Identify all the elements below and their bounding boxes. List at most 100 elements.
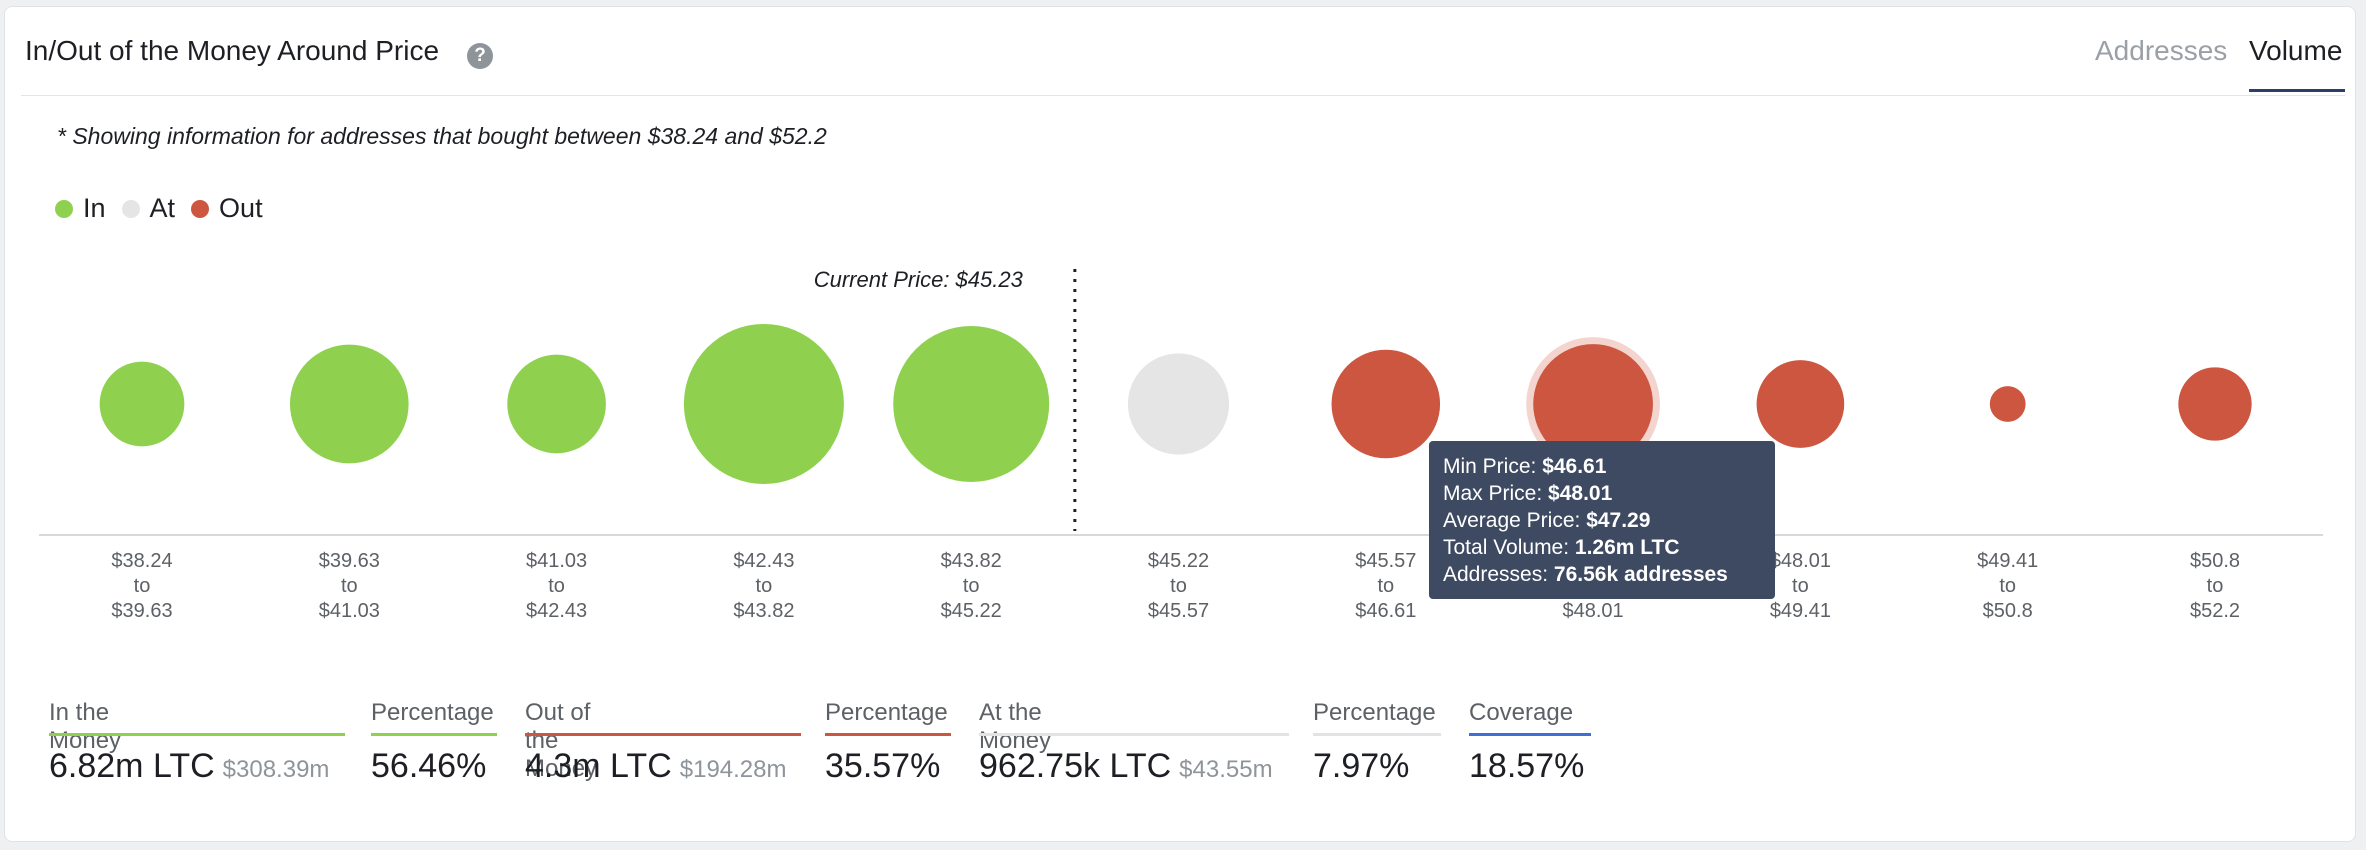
stat-out-money-bar — [525, 733, 801, 736]
tab-volume[interactable]: Volume — [2249, 35, 2343, 66]
stat-coverage-label: Coverage — [1469, 699, 1574, 726]
tick-label: $49.41 — [1977, 550, 2038, 572]
stat-at-pct-value: 7.97% — [1313, 747, 1410, 785]
stat-at-money-bar — [979, 733, 1289, 736]
bubble-in[interactable] — [683, 324, 844, 484]
tick-label-to: to — [341, 575, 358, 597]
tick-label: $49.41 — [1770, 600, 1831, 622]
stat-in-money-label: In the Money — [49, 699, 122, 754]
bubble-tooltip: Min Price: $46.61 Max Price: $48.01 Averag… — [1429, 441, 1775, 599]
tooltip-row-value: 1.26m LTC — [1574, 536, 1680, 559]
stat-out-pct-label: Percentage — [825, 699, 948, 726]
legend-dot-out — [191, 199, 210, 218]
tooltip-row-value: $46.61 — [1542, 455, 1607, 478]
bubble-out[interactable] — [2178, 367, 2252, 441]
legend-item-out[interactable]: Out — [191, 193, 263, 224]
tooltip-row-label: Average Price: — [1443, 509, 1587, 532]
question-icon[interactable]: ? — [467, 43, 493, 69]
tooltip-row-label: Max Price: — [1443, 482, 1549, 505]
tick-label: $39.63 — [111, 600, 172, 622]
tick-label: $45.57 — [1355, 550, 1416, 572]
tick-label: $38.24 — [111, 550, 172, 572]
legend-dot-in — [55, 199, 73, 218]
stat-in-money-bar — [49, 733, 345, 736]
tick-label: $45.57 — [1148, 600, 1209, 622]
tick-label-to: to — [548, 575, 565, 597]
bubble-out[interactable] — [1989, 386, 2026, 422]
bubble-out[interactable] — [1533, 344, 1653, 464]
tab-addresses[interactable]: Addresses — [2095, 35, 2228, 66]
tick-label: $43.82 — [941, 550, 1002, 572]
bubble-in[interactable] — [289, 344, 409, 464]
tooltip-row: Max Price: $48.01 — [1443, 480, 1761, 507]
legend-item-in[interactable]: In — [55, 193, 106, 224]
tick-label-to: to — [1170, 575, 1187, 597]
tick-label: $42.43 — [526, 600, 587, 622]
bubble-at[interactable] — [1127, 353, 1230, 455]
stat-in-pct-value: 56.46% — [371, 747, 487, 785]
bubble-in[interactable] — [99, 361, 185, 447]
tooltip-row: Addresses: 76.56k addresses — [1443, 561, 1761, 588]
card: In/Out of the Money Around Price ? Addre… — [4, 6, 2356, 842]
tick-label: $42.43 — [733, 550, 794, 572]
tick-label: $46.61 — [1355, 600, 1416, 622]
stat-at-money-label: At the Money — [979, 699, 1052, 754]
bubble-chart: Current Price: $45.23 $38.24 to $39.63 $39.6… — [39, 267, 2323, 622]
tick-label: $50.8 — [2190, 550, 2240, 572]
tick-label-to: to — [1999, 575, 2016, 597]
stat-out-pct-value: 35.57% — [825, 747, 941, 785]
tick-label: $45.22 — [941, 600, 1002, 622]
tick-label: $39.63 — [319, 550, 380, 572]
bubble-out[interactable] — [1756, 360, 1845, 448]
tooltip-row-value: 76.56k addresses — [1553, 563, 1728, 586]
stat-out-pct-bar — [825, 733, 951, 736]
stat-in-money-usd: $308.39m — [222, 756, 330, 783]
stat-out-money-usd: $194.28m — [679, 756, 787, 783]
tick-label: $50.8 — [1983, 600, 2033, 622]
tick-label-to: to — [2207, 575, 2224, 597]
bubble-in[interactable] — [507, 354, 606, 454]
stat-at-pct-label: Percentage — [1313, 699, 1436, 726]
tooltip-row-label: Min Price: — [1443, 455, 1543, 478]
tick-label: $48.01 — [1563, 600, 1624, 622]
tooltip-row-value: $47.29 — [1586, 509, 1651, 532]
stat-out-money-label: Out of the Money — [525, 699, 598, 782]
page-title: In/Out of the Money Around Price — [25, 35, 440, 66]
legend-label-at: At — [149, 193, 176, 223]
tick-label: $45.22 — [1148, 550, 1209, 572]
tooltip-row-value: $48.01 — [1548, 482, 1613, 505]
tick-label-to: to — [1792, 575, 1809, 597]
tooltip-row: Total Volume: 1.26m LTC — [1443, 534, 1761, 561]
stat-at-money-amount: 962.75k LTC — [979, 747, 1172, 785]
tooltip-row: Min Price: $46.61 — [1443, 453, 1761, 480]
stat-out-money-amount: 4.3m LTC — [525, 747, 672, 785]
tooltip-row-label: Addresses: — [1443, 563, 1554, 586]
stat-in-money-amount: 6.82m LTC — [49, 747, 215, 785]
stat-coverage-value: 18.57% — [1469, 747, 1585, 785]
tick-label: $43.82 — [733, 600, 794, 622]
stat-coverage-bar — [1469, 733, 1591, 736]
tick-label: $41.03 — [319, 600, 380, 622]
stat-at-pct-bar — [1313, 733, 1441, 736]
legend-label-out: Out — [219, 193, 263, 223]
tick-label-to: to — [963, 575, 980, 597]
stat-in-money-value: 6.82m LTC $308.39m — [49, 747, 329, 786]
tooltip-row: Average Price: $47.29 — [1443, 507, 1761, 534]
stat-in-pct-label: Percentage — [371, 699, 494, 726]
tick-label-to: to — [134, 575, 151, 597]
stat-out-money-value: 4.3m LTC $194.28m — [525, 747, 787, 786]
range-note: * Showing information for addresses that… — [57, 123, 827, 149]
tooltip-row-label: Total Volume: — [1443, 536, 1575, 559]
bubble-in[interactable] — [893, 326, 1050, 482]
stat-in-pct-bar — [371, 733, 497, 736]
stat-at-money-value: 962.75k LTC $43.55m — [979, 747, 1273, 786]
current-price-label: Current Price: $45.23 — [814, 267, 1024, 292]
bubble-out[interactable] — [1331, 349, 1441, 459]
active-tab-indicator — [2249, 89, 2345, 92]
legend-label-in: In — [83, 193, 106, 223]
tick-label-to: to — [1377, 575, 1394, 597]
legend: In At Out — [55, 193, 279, 224]
legend-item-at[interactable]: At — [121, 193, 176, 224]
legend-dot-at — [121, 199, 140, 218]
tick-label: $52.2 — [2190, 600, 2240, 622]
